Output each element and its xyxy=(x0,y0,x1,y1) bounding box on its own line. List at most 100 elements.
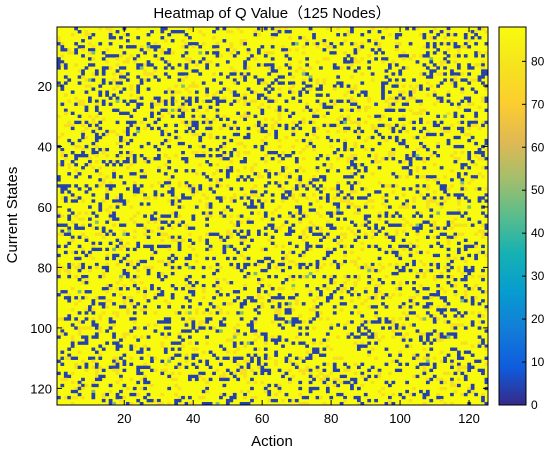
heatmap-cell xyxy=(150,111,154,115)
heatmap-cell xyxy=(219,117,223,122)
heatmap-cell xyxy=(301,87,306,91)
heatmap-cell xyxy=(425,356,430,360)
heatmap-cell xyxy=(481,60,485,64)
heatmap-cell xyxy=(188,57,192,61)
heatmap-cell xyxy=(181,220,185,224)
heatmap-cell xyxy=(267,223,272,227)
heatmap-cell xyxy=(146,196,151,200)
heatmap-cell xyxy=(222,135,227,140)
heatmap-cell xyxy=(432,320,437,324)
heatmap-cell xyxy=(101,178,106,182)
heatmap-cell xyxy=(350,250,354,255)
heatmap-cell xyxy=(88,42,92,46)
heatmap-cell xyxy=(356,277,361,282)
heatmap-cell xyxy=(322,175,327,179)
heatmap-cell xyxy=(384,320,389,324)
heatmap-cell xyxy=(67,217,72,221)
heatmap-cell xyxy=(239,114,244,119)
heatmap-cell xyxy=(74,163,78,167)
heatmap-cell xyxy=(350,299,354,303)
heatmap-cell xyxy=(450,102,454,106)
heatmap-cell xyxy=(181,108,185,112)
heatmap-cell xyxy=(408,344,413,348)
heatmap-cell xyxy=(432,365,437,370)
heatmap-cell xyxy=(329,99,334,103)
heatmap-cell xyxy=(360,332,365,336)
heatmap-cell xyxy=(305,395,310,400)
heatmap-cell xyxy=(108,317,113,321)
heatmap-cell xyxy=(77,326,82,330)
heatmap-cell xyxy=(456,377,461,382)
heatmap-cell xyxy=(63,111,68,115)
heatmap-cell xyxy=(391,102,396,106)
heatmap-cell xyxy=(412,323,416,327)
heatmap-cell xyxy=(456,232,461,236)
heatmap-cell xyxy=(219,311,223,315)
heatmap-cell xyxy=(388,214,392,218)
heatmap-cell xyxy=(456,66,461,70)
colorbar-tick-label: 10 xyxy=(531,355,545,369)
heatmap-cell xyxy=(215,178,220,182)
heatmap-cell xyxy=(177,235,182,239)
heatmap-cell xyxy=(188,311,192,315)
heatmap-cell xyxy=(70,356,75,360)
heatmap-cell xyxy=(339,226,344,230)
heatmap-cell xyxy=(105,27,110,31)
heatmap-cell xyxy=(401,335,406,339)
heatmap-cell xyxy=(170,356,175,360)
heatmap-cell xyxy=(191,284,196,288)
heatmap-cell xyxy=(419,268,423,273)
heatmap-cell xyxy=(308,290,313,294)
heatmap-cell xyxy=(153,398,158,403)
heatmap-cell xyxy=(284,308,289,312)
heatmap-cell xyxy=(194,150,199,155)
heatmap-cell xyxy=(260,284,265,288)
heatmap-cell xyxy=(91,308,96,312)
heatmap-cell xyxy=(363,332,368,336)
heatmap-cell xyxy=(401,102,406,106)
heatmap-cell xyxy=(284,126,289,131)
heatmap-cell xyxy=(305,226,310,230)
heatmap-cell xyxy=(57,66,61,70)
heatmap-cell xyxy=(184,108,189,112)
heatmap-cell xyxy=(291,150,296,155)
heatmap-cell xyxy=(388,126,392,131)
heatmap-cell xyxy=(391,190,396,194)
heatmap-cell xyxy=(305,356,310,360)
heatmap-cell xyxy=(429,347,434,351)
heatmap-cell xyxy=(377,368,382,373)
heatmap-cell xyxy=(277,386,282,391)
heatmap-cell xyxy=(432,175,437,179)
heatmap-cell xyxy=(436,395,441,400)
heatmap-cell xyxy=(401,114,406,119)
heatmap-cell xyxy=(439,377,444,382)
heatmap-cell xyxy=(256,259,261,264)
heatmap-cell xyxy=(188,281,192,285)
heatmap-cell xyxy=(139,356,144,360)
heatmap-cell xyxy=(481,314,485,318)
heatmap-cell xyxy=(305,39,310,43)
heatmap-cell xyxy=(350,120,354,125)
heatmap-cell xyxy=(484,356,489,360)
heatmap-cell xyxy=(460,184,465,188)
heatmap-cell xyxy=(74,102,78,106)
heatmap-cell xyxy=(432,90,437,94)
heatmap-cell xyxy=(343,395,347,400)
heatmap-cell xyxy=(253,123,258,128)
heatmap-cell xyxy=(219,99,223,103)
heatmap-cell xyxy=(391,238,396,242)
heatmap-cell xyxy=(229,45,234,49)
heatmap-cell xyxy=(374,284,378,288)
heatmap-cell xyxy=(339,392,344,397)
heatmap-cell xyxy=(125,332,130,336)
heatmap-cell xyxy=(225,256,230,261)
heatmap-cell xyxy=(460,214,465,218)
heatmap-cell xyxy=(256,129,261,134)
heatmap-cell xyxy=(436,377,441,382)
heatmap-cell xyxy=(108,187,113,191)
heatmap-cell xyxy=(315,81,320,85)
heatmap-cell xyxy=(243,344,247,348)
heatmap-cell xyxy=(356,135,361,140)
heatmap-cell xyxy=(288,241,292,246)
heatmap-cell xyxy=(181,72,185,76)
